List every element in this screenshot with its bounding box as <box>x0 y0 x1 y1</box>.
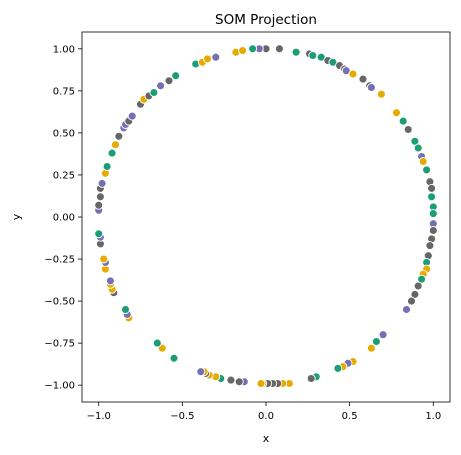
y-tick-label: −0.25 <box>44 255 75 266</box>
data-point-102 <box>149 88 159 97</box>
data-point-43 <box>402 305 411 314</box>
plot-frame <box>81 31 451 403</box>
data-point-40 <box>413 281 423 291</box>
data-point-32 <box>428 226 438 235</box>
x-tick-label: −0.5 <box>170 411 194 422</box>
y-tick-label: −0.50 <box>44 297 75 308</box>
data-point-22 <box>413 143 423 153</box>
data-point-93 <box>111 140 120 150</box>
data-point-27 <box>427 183 437 193</box>
x-axis-label: x <box>263 432 270 445</box>
y-tick-label: −0.75 <box>44 339 75 350</box>
scatter-points <box>94 44 438 388</box>
data-point-42 <box>407 296 416 306</box>
y-tick-label: 0.50 <box>53 128 75 139</box>
data-point-28 <box>427 192 437 202</box>
x-tick-label: 1.0 <box>425 411 441 422</box>
data-point-74 <box>121 305 130 314</box>
data-point-78 <box>105 276 115 286</box>
data-point-81 <box>99 254 109 264</box>
data-point-6 <box>308 51 318 60</box>
data-point-98 <box>127 111 137 121</box>
data-point-111 <box>238 46 248 55</box>
x-tick-label: 0.5 <box>342 411 358 422</box>
data-point-1 <box>274 44 284 54</box>
x-tick-label: 0.0 <box>258 411 274 422</box>
data-point-104 <box>164 76 174 86</box>
data-point-50 <box>333 363 343 373</box>
data-point-44 <box>378 330 388 340</box>
data-point-34 <box>425 241 435 251</box>
data-point-71 <box>152 338 162 348</box>
data-point-86 <box>94 200 104 210</box>
y-tick-label: −1.00 <box>44 381 75 392</box>
y-axis-label: y <box>10 213 23 220</box>
data-point-19 <box>398 116 408 126</box>
data-point-25 <box>422 165 432 175</box>
data-point-4 <box>291 47 301 57</box>
y-tick-label: 0.75 <box>53 86 75 97</box>
data-point-18 <box>392 108 401 118</box>
data-point-103 <box>156 81 166 91</box>
data-point-13 <box>348 69 358 79</box>
data-point-52 <box>306 374 316 383</box>
data-point-108 <box>203 54 212 64</box>
data-point-59 <box>256 379 266 388</box>
data-point-84 <box>94 229 104 239</box>
data-point-68 <box>196 367 206 377</box>
data-point-87 <box>95 192 105 202</box>
x-tick-label: −1.0 <box>87 411 111 422</box>
data-point-91 <box>102 162 112 171</box>
data-point-69 <box>169 353 179 363</box>
data-point-16 <box>366 83 376 92</box>
data-point-109 <box>211 52 221 62</box>
data-point-62 <box>226 375 236 385</box>
data-point-45 <box>371 337 381 346</box>
data-point-3 <box>248 44 258 54</box>
y-axis-ticks: −1.00 −0.75 −0.50 −0.25 0.00 0.25 0.50 0.75 1.00 <box>44 44 82 392</box>
data-point-17 <box>376 89 386 99</box>
data-point-14 <box>358 74 368 84</box>
y-tick-label: 0.25 <box>53 170 75 181</box>
y-tick-label: 0.00 <box>53 213 75 224</box>
data-point-46 <box>366 343 376 353</box>
data-point-20 <box>403 125 413 134</box>
data-point-30 <box>428 209 438 219</box>
x-axis-ticks: −1.0 −0.5 0.0 0.5 1.0 <box>87 402 441 422</box>
y-tick-label: 1.00 <box>53 44 75 55</box>
data-point-61 <box>234 377 244 387</box>
data-point-89 <box>97 178 107 188</box>
chart-title: SOM Projection <box>215 12 317 28</box>
data-point-24 <box>418 157 428 166</box>
data-point-94 <box>114 131 124 141</box>
data-point-92 <box>107 148 117 158</box>
data-point-105 <box>171 71 181 81</box>
